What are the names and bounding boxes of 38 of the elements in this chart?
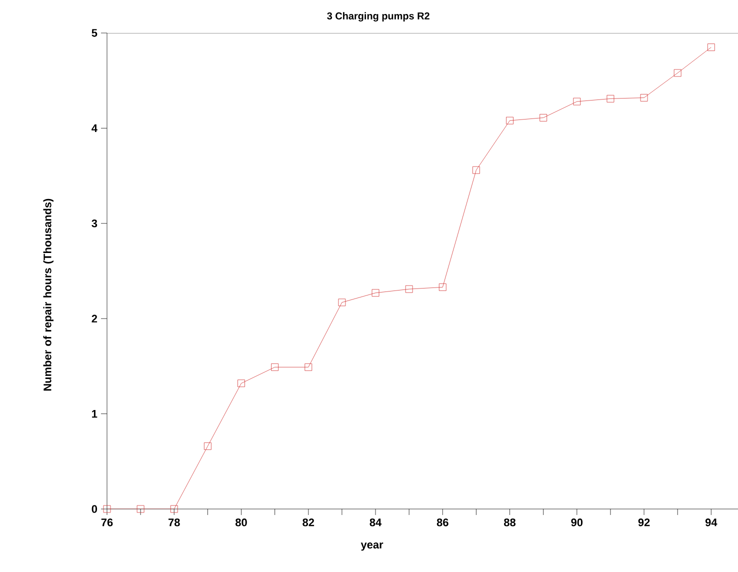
point <box>674 69 682 77</box>
point <box>372 289 380 297</box>
point <box>438 283 446 291</box>
point <box>304 363 312 371</box>
point <box>640 94 648 102</box>
point <box>606 94 614 102</box>
y-axis-title: Number of repair hours (Thousands) <box>43 198 54 391</box>
x-tick-label: 86 <box>436 518 448 526</box>
point <box>573 98 581 106</box>
x-tick-label: 80 <box>236 518 247 526</box>
chart-title: 3 Charging pumps R2 <box>327 12 430 22</box>
point <box>204 442 212 450</box>
point <box>136 505 144 513</box>
point <box>103 505 111 513</box>
x-tick-label: 76 <box>101 518 113 526</box>
x-tick-label: 94 <box>705 518 718 526</box>
x-tick-label: 84 <box>370 518 382 526</box>
y-tick-label: 1 <box>92 410 98 418</box>
y-tick-label: 2 <box>92 314 98 322</box>
point <box>271 363 279 371</box>
x-axis-title: year <box>360 542 384 551</box>
x-tick-label: 92 <box>638 518 650 526</box>
point <box>170 505 178 513</box>
point <box>238 380 245 388</box>
x-tick-label: 90 <box>571 518 583 526</box>
point <box>506 116 514 124</box>
point <box>707 44 715 51</box>
x-tick-label: 78 <box>168 518 180 526</box>
point <box>540 114 548 122</box>
point <box>472 166 480 174</box>
y-tick-label: 4 <box>92 124 98 132</box>
point <box>338 298 346 306</box>
y-tick-label: 0 <box>92 505 98 513</box>
y-tick-label: 3 <box>92 220 98 228</box>
x-tick-label: 82 <box>302 518 314 526</box>
y-tick-label: 5 <box>92 29 98 37</box>
point <box>405 285 413 293</box>
x-tick-label: 88 <box>504 518 516 526</box>
